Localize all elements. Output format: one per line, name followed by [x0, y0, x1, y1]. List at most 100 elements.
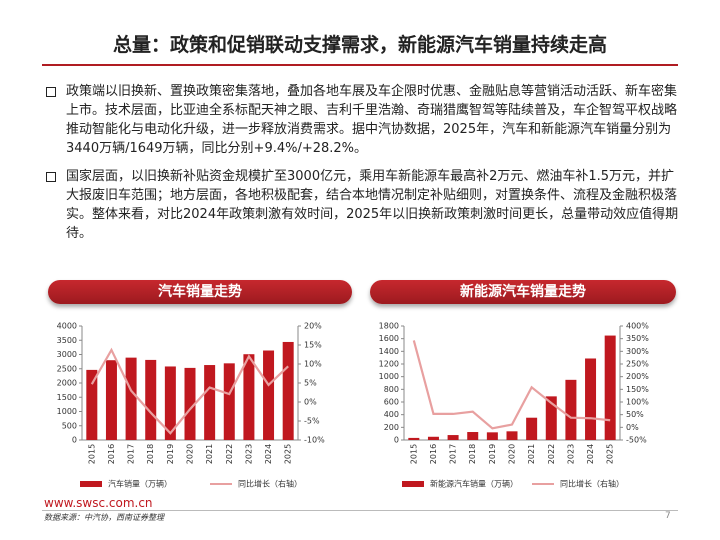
legend-label: 汽车销量（万辆）: [108, 479, 172, 489]
slide-title: 总量：政策和促销联动支撑需求，新能源汽车销量持续走高: [112, 34, 607, 56]
x-tick-label: 2025: [606, 444, 615, 464]
y-tick-label: 1800: [379, 322, 399, 331]
bar: [204, 365, 216, 440]
bar: [408, 437, 420, 440]
y2-tick-label: 300%: [626, 347, 649, 356]
y-tick-label: 1400: [379, 347, 399, 356]
y2-tick-label: 5%: [304, 379, 317, 388]
x-tick-label: 2019: [488, 444, 497, 464]
y2-tick-label: 200%: [626, 372, 649, 381]
bar: [125, 357, 137, 440]
bar: [467, 432, 479, 440]
y2-tick-label: -5%: [304, 417, 320, 426]
x-tick-label: 2017: [449, 444, 458, 464]
x-tick-label: 2024: [586, 444, 595, 464]
y-tick-label: 0: [72, 436, 77, 445]
y-tick-label: 400: [384, 410, 399, 419]
y-tick-label: 3500: [57, 336, 77, 345]
y2-tick-label: 0%: [626, 423, 639, 432]
x-tick-label: 2019: [166, 444, 175, 464]
x-tick-label: 2021: [527, 444, 536, 464]
y2-tick-label: 10%: [304, 360, 322, 369]
x-tick-label: 2021: [205, 444, 214, 464]
line: [90, 347, 289, 435]
bar: [545, 396, 557, 440]
y2-tick-label: 400%: [626, 322, 649, 331]
y-tick-label: 0: [394, 436, 399, 445]
y-tick-label: 200: [384, 423, 399, 432]
y2-tick-label: -50%: [626, 436, 647, 445]
bar: [105, 360, 117, 440]
legend-swatch: [402, 481, 424, 487]
y2-tick-label: -10%: [304, 436, 325, 445]
legend-label: 新能源汽车销量（万辆）: [430, 479, 518, 489]
y2-tick-label: 350%: [626, 334, 649, 343]
x-tick-label: 2018: [146, 444, 155, 464]
chart: 0 500 1000 1500 2000 2500 3000 3500 4000 -10% -5% 0…: [57, 322, 325, 489]
x-tick-label: 2024: [264, 444, 273, 464]
chart-title: 汽车销量走势: [48, 280, 352, 304]
y-tick-label: 500: [62, 421, 77, 430]
x-tick-label: 2017: [127, 444, 136, 464]
bar: [526, 417, 538, 440]
legend-label: 同比增长（右轴）: [238, 479, 302, 489]
y-tick-label: 2500: [57, 364, 77, 373]
y-tick-label: 800: [384, 385, 399, 394]
x-tick-label: 2025: [284, 444, 293, 464]
y-tick-label: 2000: [57, 379, 77, 388]
x-tick-label: 2020: [186, 444, 195, 464]
y-tick-label: 1500: [57, 393, 77, 402]
bar: [145, 359, 157, 440]
y2-tick-label: 0%: [304, 398, 317, 407]
x-tick-label: 2018: [468, 444, 477, 464]
x-tick-label: 2016: [107, 444, 116, 464]
y2-tick-label: 50%: [626, 410, 644, 419]
bar: [282, 341, 294, 440]
source-note: 数据来源：中汽协，西南证券整理: [44, 513, 164, 522]
bullet: 国家层面，以旧换新补贴资金规模扩至3000亿元，乘用车新能源车最高补2万元、燃油…: [44, 167, 684, 243]
y2-tick-label: 15%: [304, 341, 322, 350]
x-tick-label: 2022: [547, 444, 556, 464]
bar: [86, 369, 98, 440]
bar: [506, 431, 518, 440]
x-tick-label: 2022: [225, 444, 234, 464]
x-tick-label: 2020: [508, 444, 517, 464]
x-tick-label: 2023: [244, 444, 253, 464]
footer-rule: [42, 510, 678, 511]
y-tick-label: 600: [384, 398, 399, 407]
bar: [604, 335, 616, 440]
y-tick-label: 4000: [57, 322, 77, 331]
y-tick-label: 1000: [379, 372, 399, 381]
page-number: 7: [665, 511, 671, 521]
bar: [243, 354, 255, 440]
x-tick-label: 2015: [87, 444, 96, 464]
y-tick-label: 1600: [379, 334, 399, 343]
website: www.swsc.com.cn: [44, 496, 153, 510]
bar: [184, 367, 196, 440]
chart: 0 200 400 600 800 1000 1200 1400 1600 1800 -50% 0% 5…: [379, 322, 650, 489]
bar: [164, 366, 176, 440]
bullet: 政策端以旧换新、置换政策密集落地，叠加各地车展及车企限时优惠、金融贴息等营销活动…: [44, 82, 684, 158]
bar: [223, 363, 235, 440]
bar: [565, 379, 577, 440]
x-tick-label: 2023: [566, 444, 575, 464]
y-tick-label: 1200: [379, 360, 399, 369]
bar: [447, 435, 459, 440]
y2-tick-label: 150%: [626, 385, 649, 394]
x-tick-label: 2016: [429, 444, 438, 464]
bar: [486, 432, 498, 440]
y-tick-label: 3000: [57, 350, 77, 359]
y2-tick-label: 20%: [304, 322, 322, 331]
bar: [585, 358, 597, 440]
y-tick-label: 1000: [57, 407, 77, 416]
legend-swatch: [80, 481, 102, 487]
y2-tick-label: 250%: [626, 360, 649, 369]
chart-title: 新能源汽车销量走势: [370, 280, 676, 304]
y2-tick-label: 100%: [626, 398, 649, 407]
bar: [427, 436, 439, 440]
x-tick-label: 2015: [409, 444, 418, 464]
legend-label: 同比增长（右轴）: [560, 479, 624, 489]
title-rule: [42, 64, 678, 66]
line: [412, 340, 611, 430]
